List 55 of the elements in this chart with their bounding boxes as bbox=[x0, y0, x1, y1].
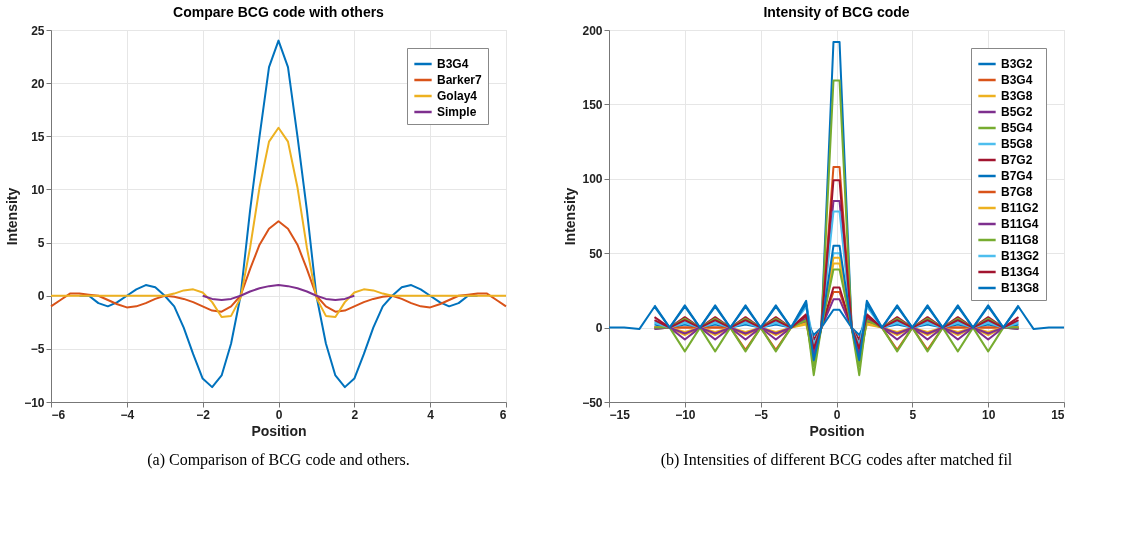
legend-label: B3G4 bbox=[437, 57, 469, 71]
legend-label: B13G8 bbox=[1001, 281, 1040, 295]
chart-title: Compare BCG code with others bbox=[173, 4, 385, 20]
x-tick-label: −15 bbox=[609, 407, 631, 422]
legend-label: B13G2 bbox=[1001, 249, 1040, 263]
text: (a) Comparison of BCG code and others. bbox=[147, 451, 410, 469]
x-tick-label: 15 bbox=[1051, 407, 1065, 422]
x-tick-label: 0 bbox=[833, 407, 841, 422]
y-tick-label: 25 bbox=[31, 23, 45, 38]
legend-label: B3G4 bbox=[1001, 73, 1033, 87]
legend-label: B5G2 bbox=[1001, 105, 1033, 119]
y-axis-title: Intensity bbox=[4, 187, 21, 246]
x-tick-label: 0 bbox=[275, 407, 283, 422]
chart-title: Intensity of BCG code bbox=[763, 4, 910, 20]
y-axis-title: Intensity bbox=[562, 187, 579, 246]
legend-label: B3G8 bbox=[1001, 89, 1033, 103]
legend-label: B11G2 bbox=[1001, 201, 1039, 215]
x-tick-label: 5 bbox=[909, 407, 917, 422]
y-tick-label: −10 bbox=[24, 395, 45, 410]
text: (b) Intensities of different BCG codes after matched fil bbox=[660, 451, 1013, 469]
legend-label: B7G2 bbox=[1001, 153, 1033, 167]
legend-label: Simple bbox=[437, 105, 477, 119]
x-tick-label: 6 bbox=[499, 407, 507, 422]
x-tick-label: −10 bbox=[675, 407, 696, 422]
legend-label: B11G4 bbox=[1001, 217, 1039, 231]
x-tick-label: −5 bbox=[754, 407, 769, 422]
y-tick-label: 15 bbox=[31, 129, 45, 144]
x-axis-title: Position bbox=[251, 422, 307, 439]
y-tick-label: −50 bbox=[582, 395, 603, 410]
x-tick-label: 10 bbox=[981, 407, 996, 422]
y-tick-label: 200 bbox=[582, 23, 603, 38]
legend-label: B5G8 bbox=[1001, 137, 1033, 151]
y-tick-label: 10 bbox=[31, 182, 45, 197]
legend-label: B7G4 bbox=[1001, 169, 1033, 183]
x-tick-label: −4 bbox=[120, 407, 135, 422]
legend-label: B7G8 bbox=[1001, 185, 1033, 199]
y-tick-label: 5 bbox=[37, 236, 45, 251]
legend-label: Barker7 bbox=[437, 73, 483, 87]
legend-label: B5G4 bbox=[1001, 121, 1033, 135]
legend-label: B13G4 bbox=[1001, 265, 1040, 279]
y-tick-label: 100 bbox=[582, 172, 603, 187]
y-tick-label: 150 bbox=[582, 97, 603, 112]
legend-label: Golay4 bbox=[437, 89, 478, 103]
x-tick-label: −6 bbox=[51, 407, 66, 422]
legend-label: B11G8 bbox=[1001, 233, 1039, 247]
x-axis-title: Position bbox=[809, 422, 865, 439]
x-tick-label: 2 bbox=[351, 407, 359, 422]
x-tick-label: 4 bbox=[427, 407, 435, 422]
y-tick-label: 50 bbox=[589, 246, 603, 261]
y-tick-label: 20 bbox=[31, 76, 45, 91]
y-tick-label: −5 bbox=[30, 342, 45, 357]
x-tick-label: −2 bbox=[196, 407, 211, 422]
legend-label: B3G2 bbox=[1001, 57, 1033, 71]
y-tick-label: 0 bbox=[37, 289, 45, 304]
y-tick-label: 0 bbox=[595, 321, 603, 336]
